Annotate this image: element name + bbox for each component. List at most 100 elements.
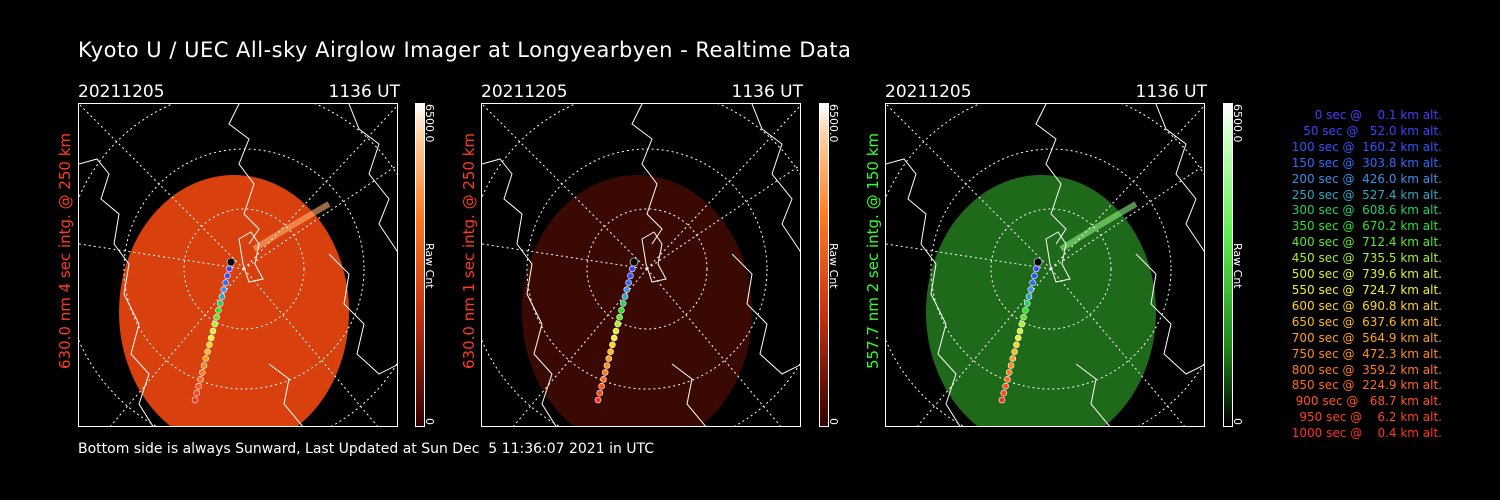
panel-3-colorbar-unit: Raw Cnt xyxy=(1231,243,1244,289)
all-sky-map xyxy=(886,104,1204,426)
all-sky-map xyxy=(79,104,397,426)
coastline xyxy=(1035,104,1067,245)
panel-1-colorbar-unit: Raw Cnt xyxy=(423,243,436,289)
latitude-circle xyxy=(930,148,1172,390)
legend-row: 950 sec @ 6.2 km alt. xyxy=(1299,410,1442,425)
coastline xyxy=(1045,231,1071,283)
trajectory-point xyxy=(1027,286,1035,293)
trajectory-point xyxy=(621,293,629,300)
trajectory-point xyxy=(603,362,611,369)
trajectory-point xyxy=(226,257,236,267)
panel-1-time: 1136 UT xyxy=(328,82,401,102)
panel-2-time: 1136 UT xyxy=(731,82,804,102)
panel-2-date: 20211205 xyxy=(481,82,568,102)
panel-1-date: 20211205 xyxy=(78,82,165,102)
trajectory-point xyxy=(1002,382,1009,390)
trajectory-point xyxy=(1022,307,1029,314)
longitude-line xyxy=(646,164,800,270)
coastline xyxy=(482,158,557,426)
legend-row: 300 sec @ 608.6 km alt. xyxy=(1291,203,1442,218)
panel-3-time: 1136 UT xyxy=(1135,82,1208,102)
panel-2-colorbar-max: 6500.0 xyxy=(827,104,840,143)
legend-row: 800 sec @ 359.2 km alt. xyxy=(1291,362,1442,377)
all-sky-map xyxy=(482,104,800,426)
latitude-circle xyxy=(990,208,1112,330)
trajectory-point xyxy=(1013,341,1020,349)
trajectory-point xyxy=(625,279,632,286)
legend-row: 550 sec @ 724.7 km alt. xyxy=(1291,282,1442,297)
longitude-line xyxy=(79,104,245,270)
trajectory-point xyxy=(600,375,607,383)
trajectory-point xyxy=(1032,265,1040,273)
trajectory-point xyxy=(222,279,229,286)
longitude-line xyxy=(1050,164,1204,270)
trajectory-point xyxy=(207,334,215,342)
panel-2-image xyxy=(481,103,801,427)
panel-1-colorbar-max: 6500.0 xyxy=(423,104,436,143)
coastline xyxy=(79,158,154,426)
trajectory-point xyxy=(598,382,605,390)
trajectory-point xyxy=(1011,348,1018,355)
trajectory-point xyxy=(601,369,609,376)
coastline xyxy=(348,104,397,252)
footer-status: Bottom side is always Sunward, Last Upda… xyxy=(78,441,655,457)
sky-image xyxy=(522,175,752,426)
legend-row: 750 sec @ 472.3 km alt. xyxy=(1291,346,1442,361)
trajectory-point xyxy=(195,382,202,390)
trajectory-point xyxy=(612,327,620,335)
panel-2-colorbar-min: 0 xyxy=(827,418,840,425)
trajectory-point xyxy=(1023,300,1031,307)
legend-row: 250 sec @ 527.4 km alt. xyxy=(1291,187,1442,202)
coastline xyxy=(228,104,260,245)
trajectory-point xyxy=(628,265,636,273)
page-title: Kyoto U / UEC All-sky Airglow Imager at … xyxy=(78,38,852,62)
coastline xyxy=(238,231,264,283)
trajectory-point xyxy=(224,272,231,280)
coastline xyxy=(751,104,800,252)
panel-2-colorbar xyxy=(819,103,829,427)
legend-row: 150 sec @ 303.8 km alt. xyxy=(1291,155,1442,170)
trajectory-point xyxy=(629,257,639,267)
coastline xyxy=(886,158,961,426)
coastline xyxy=(641,231,667,283)
trajectory-point xyxy=(215,307,222,314)
panel-3-image xyxy=(885,103,1205,427)
trajectory-point xyxy=(1016,327,1024,335)
trajectory-point xyxy=(1004,375,1011,383)
legend-row: 650 sec @ 637.6 km alt. xyxy=(1291,314,1442,329)
trajectory-point xyxy=(605,355,613,362)
trajectory-point xyxy=(213,313,220,321)
trajectory-point xyxy=(623,286,631,293)
panel-1-side-label: 630.0 nm 4 sec intg. @ 250 km xyxy=(56,132,74,369)
aurora-arc xyxy=(1059,201,1138,252)
trajectory-point xyxy=(218,293,226,300)
legend-row: 900 sec @ 68.7 km alt. xyxy=(1295,394,1442,409)
coastline xyxy=(268,363,303,426)
trajectory-point xyxy=(1020,313,1027,321)
trajectory-point xyxy=(209,327,217,335)
trajectory-point xyxy=(202,355,210,362)
legend-row: 0 sec @ 0.1 km alt. xyxy=(1314,108,1442,122)
trajectory-point xyxy=(614,320,622,328)
trajectory-point xyxy=(211,320,219,328)
panel-3-date: 20211205 xyxy=(885,82,972,102)
legend-row: 400 sec @ 712.4 km alt. xyxy=(1291,235,1442,250)
coastline xyxy=(671,363,706,426)
longitude-line xyxy=(886,104,1052,270)
coastline xyxy=(1135,253,1204,375)
trajectory-point xyxy=(216,300,224,307)
panel-2-colorbar-unit: Raw Cnt xyxy=(827,243,840,289)
trajectory-point xyxy=(206,341,213,349)
latitude-circle xyxy=(183,208,305,330)
panel-3-colorbar-max: 6500.0 xyxy=(1231,104,1244,143)
legend-row: 50 sec @ 52.0 km alt. xyxy=(1303,123,1442,138)
legend-row: 1000 sec @ 0.4 km alt. xyxy=(1291,426,1442,441)
panel-3-colorbar-min: 0 xyxy=(1231,418,1244,425)
trajectory-point xyxy=(1031,272,1038,280)
latitude-circle xyxy=(123,148,365,390)
legend-row: 700 sec @ 564.9 km alt. xyxy=(1291,330,1442,345)
trajectory-point xyxy=(198,369,206,376)
trajectory-point xyxy=(1029,279,1036,286)
aurora-arc xyxy=(252,201,331,252)
trajectory-point xyxy=(594,396,602,404)
